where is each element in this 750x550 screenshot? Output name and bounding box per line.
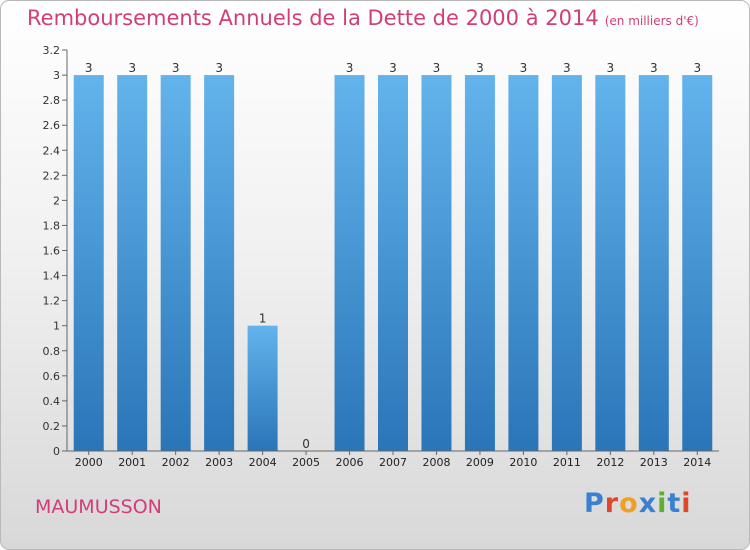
data-label: 3	[346, 61, 354, 75]
x-tick-label: 2003	[205, 456, 233, 469]
x-tick-label: 2013	[640, 456, 668, 469]
bar	[378, 75, 408, 451]
x-tick-label: 2000	[75, 456, 103, 469]
proxiti-logo: Proxiti	[584, 488, 692, 519]
y-tick-label: 2.4	[43, 144, 61, 157]
bar	[638, 75, 669, 451]
bar	[117, 75, 148, 451]
y-tick-label: 1.6	[43, 245, 61, 258]
data-label: 3	[215, 61, 223, 75]
x-tick-label: 2004	[249, 456, 277, 469]
bar	[508, 75, 539, 451]
x-tick-label: 2011	[553, 456, 581, 469]
x-tick-label: 2007	[379, 456, 407, 469]
data-label: 3	[476, 61, 484, 75]
data-label: 0	[302, 437, 310, 451]
data-label: 3	[693, 61, 701, 75]
bar	[334, 75, 365, 451]
y-tick-label: 0.2	[43, 420, 61, 433]
data-label: 3	[607, 61, 615, 75]
y-tick-label: 2.2	[43, 169, 61, 182]
logo-letter: o	[619, 488, 639, 519]
y-tick-label: 1.2	[43, 295, 61, 308]
bar	[464, 75, 495, 451]
x-tick-label: 2008	[422, 456, 450, 469]
data-label: 3	[433, 61, 441, 75]
data-label: 3	[520, 61, 528, 75]
data-label: 3	[85, 61, 93, 75]
x-tick-label: 2012	[596, 456, 624, 469]
logo-letter: r	[604, 488, 620, 519]
chart-subtitle: (en milliers d'€)	[604, 14, 699, 28]
logo-letter: P	[584, 488, 605, 519]
data-label: 1	[259, 312, 267, 326]
y-tick-label: 2.8	[43, 94, 61, 107]
logo-letter: i	[681, 488, 692, 519]
bar	[551, 75, 582, 451]
data-label: 3	[563, 61, 571, 75]
x-tick-label: 2009	[466, 456, 494, 469]
logo-letter: t	[667, 488, 682, 519]
x-tick-label: 2014	[683, 456, 711, 469]
y-tick-label: 2	[53, 194, 60, 207]
bar	[682, 75, 713, 451]
y-tick-label: 1.4	[43, 270, 61, 283]
data-label: 3	[650, 61, 658, 75]
x-tick-label: 2001	[118, 456, 146, 469]
y-tick-label: 0.8	[43, 345, 61, 358]
data-label: 3	[172, 61, 180, 75]
chart-title-text: Remboursements Annuels de la Dette de 20…	[27, 6, 599, 30]
logo-letter: i	[657, 488, 668, 519]
y-tick-label: 3.2	[43, 44, 61, 57]
bar	[204, 75, 235, 451]
data-label: 3	[389, 61, 397, 75]
y-tick-label: 0.6	[43, 370, 61, 383]
bar	[160, 75, 191, 451]
bar	[73, 75, 104, 451]
y-tick-label: 3	[53, 69, 60, 82]
y-tick-label: 1	[53, 320, 60, 333]
y-tick-label: 0.4	[43, 395, 61, 408]
bar	[421, 75, 452, 451]
bar	[595, 75, 626, 451]
x-tick-label: 2010	[509, 456, 537, 469]
chart-title: Remboursements Annuels de la Dette de 20…	[27, 6, 699, 30]
location-name: MAUMUSSON	[35, 496, 162, 518]
bar	[247, 325, 278, 451]
data-label: 3	[128, 61, 136, 75]
y-tick-label: 2.6	[43, 119, 61, 132]
logo-letter: x	[638, 488, 658, 519]
x-tick-label: 2005	[292, 456, 320, 469]
x-tick-label: 2006	[336, 456, 364, 469]
y-tick-label: 0	[53, 445, 60, 458]
x-tick-label: 2002	[162, 456, 190, 469]
y-tick-label: 1.8	[43, 219, 61, 232]
